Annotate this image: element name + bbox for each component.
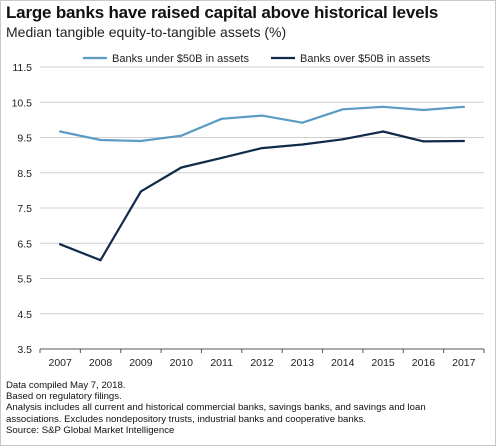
data-point — [99, 138, 102, 142]
data-point — [301, 121, 304, 124]
x-tick-label: 2007 — [49, 357, 73, 369]
y-tick-label: 7.5 — [17, 203, 32, 215]
data-point — [99, 259, 102, 262]
data-point — [180, 166, 183, 169]
data-point — [59, 243, 62, 246]
y-tick-label: 11.5 — [12, 62, 32, 74]
series-line-over-50b — [59, 130, 465, 262]
x-tick-label: 2009 — [129, 357, 153, 369]
grid-lines — [40, 66, 484, 315]
y-tick-label: 10.5 — [12, 97, 33, 109]
y-axis: 11.5 10.5 9.5 8.5 7.5 6.5 5.5 4.5 3.5 — [12, 62, 33, 356]
x-tick-label: 2010 — [170, 357, 194, 369]
chart-subtitle: Median tangible equity-to-tangible asset… — [6, 24, 287, 40]
data-point — [180, 134, 183, 137]
legend-label: Banks under $50B in assets — [112, 53, 249, 65]
note-source: Source: S&P Global Market Intelligence — [6, 424, 175, 436]
note-excludes: associations. Excludes nondepository tru… — [6, 413, 366, 425]
data-point — [260, 146, 264, 150]
x-axis: 2007 2008 2009 2010 2011 2012 2013 2014 2015 2016… — [39, 348, 485, 369]
data-point — [381, 130, 385, 133]
x-tick-label: 2011 — [210, 357, 233, 369]
x-tick-label: 2017 — [452, 357, 476, 369]
x-tick-label: 2015 — [371, 357, 395, 369]
line-chart: 11.510.59.58.57.56.55.54.53.5 2007 2008 20… — [12, 53, 485, 369]
x-tick-label: 2014 — [331, 357, 355, 369]
y-tick-label: 9.5 — [17, 133, 32, 145]
y-tick-label: 5.5 — [17, 274, 32, 286]
data-point — [59, 130, 62, 133]
series-group — [59, 105, 465, 262]
data-point — [260, 114, 264, 117]
y-tick-label: 8.5 — [17, 168, 32, 180]
note-data-compiled: Data compiled May 7, 2018. — [6, 380, 126, 391]
y-tick-label: 3.5 — [17, 344, 32, 356]
note-analysis: Analysis includes all current and histor… — [6, 402, 426, 414]
data-point — [139, 139, 143, 143]
data-point — [462, 105, 465, 108]
data-point — [462, 139, 465, 143]
chart-notes: Data compiled May 7, 2018. Based on regu… — [6, 380, 492, 436]
data-point — [139, 190, 143, 193]
data-point — [220, 156, 223, 160]
data-point — [301, 143, 304, 146]
data-point — [341, 138, 344, 141]
x-tick-label: 2016 — [412, 357, 436, 369]
x-tick-label: 2012 — [250, 357, 274, 369]
x-tick-label: 2013 — [291, 357, 315, 369]
data-point — [341, 108, 344, 111]
data-point — [422, 108, 425, 112]
x-tick-label: 2008 — [89, 357, 113, 369]
data-point — [381, 105, 385, 108]
y-tick-label: 6.5 — [17, 238, 32, 250]
chart-title: Large banks have raised capital above hi… — [6, 3, 439, 22]
data-point — [220, 117, 223, 120]
legend-label: Banks over $50B in assets — [300, 53, 431, 65]
legend: Banks under $50B in assets Banks over $50… — [83, 53, 431, 65]
note-based-on: Based on regulatory filings. — [6, 391, 122, 403]
data-point — [422, 140, 425, 143]
y-tick-label: 4.5 — [17, 309, 32, 321]
